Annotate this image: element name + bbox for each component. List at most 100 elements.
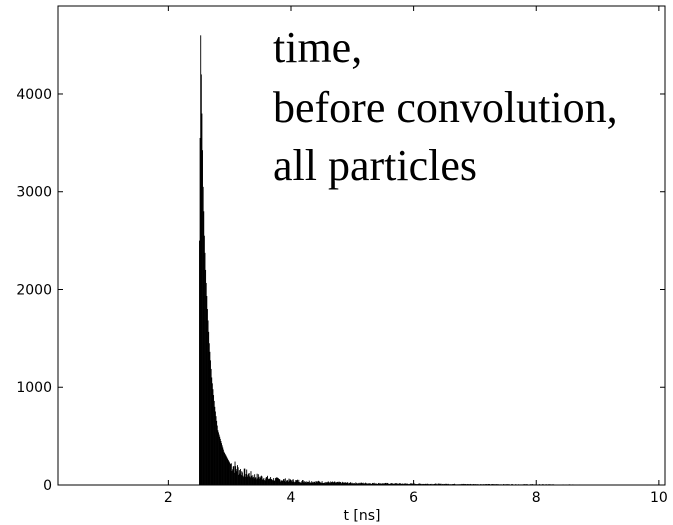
histogram-bar: [406, 483, 408, 485]
histogram-bar: [607, 484, 609, 486]
histogram-bar: [208, 331, 210, 485]
histogram-bar: [266, 477, 268, 485]
histogram-bar: [238, 470, 240, 485]
histogram-bar: [401, 483, 403, 485]
histogram-bar: [348, 483, 349, 485]
histogram-bar: [513, 484, 515, 486]
histogram-bar: [276, 477, 278, 485]
histogram-bar: [400, 483, 402, 485]
histogram-bar: [630, 484, 632, 486]
histogram-bar: [255, 477, 257, 485]
histogram-bar: [382, 483, 384, 485]
histogram-bar: [287, 480, 289, 485]
histogram-bar: [478, 484, 480, 485]
histogram-bar: [565, 484, 567, 486]
histogram-bar: [222, 449, 224, 485]
histogram-bar: [604, 484, 606, 486]
histogram-bar: [311, 482, 313, 485]
histogram-bar: [246, 469, 248, 485]
histogram-bar: [588, 484, 590, 486]
histogram-bar: [459, 484, 461, 485]
histogram-bar: [303, 482, 305, 485]
histogram-bar: [405, 483, 407, 485]
histogram-bar: [412, 483, 414, 485]
histogram-bar: [489, 484, 491, 486]
histogram-bar: [318, 481, 320, 485]
histogram-bar: [384, 482, 386, 485]
plot-frame: [57, 5, 666, 486]
histogram-bar: [279, 481, 281, 485]
histogram-bar: [571, 484, 573, 486]
histogram-bar: [522, 484, 524, 486]
histogram-bar: [257, 478, 259, 485]
histogram-bar: [373, 483, 375, 485]
histogram-bar: [444, 484, 446, 485]
histogram-bar: [533, 484, 535, 486]
histogram-bar: [487, 483, 489, 485]
histogram-bar: [263, 477, 265, 485]
histogram-bar: [544, 484, 546, 486]
histogram-bar: [644, 484, 646, 486]
histogram-bar: [293, 481, 295, 485]
histogram-bar: [453, 484, 455, 485]
histogram-bar: [466, 484, 468, 485]
histogram-bar: [210, 360, 211, 485]
histogram-bar: [419, 483, 421, 485]
histogram-bar: [315, 481, 317, 485]
histogram-bar: [397, 483, 398, 485]
histogram-bar: [231, 471, 233, 485]
histogram-bar: [471, 484, 473, 485]
histogram-bar: [436, 484, 438, 485]
histogram-bar: [338, 482, 340, 485]
histogram-bar: [241, 471, 243, 485]
histogram-bar: [574, 484, 576, 486]
histogram-bar: [379, 483, 381, 485]
histogram-bar: [573, 484, 574, 486]
histogram-bar: [325, 481, 327, 485]
histogram-bar: [234, 461, 236, 485]
histogram-bar: [372, 483, 374, 485]
histogram-bar: [476, 484, 478, 485]
histogram-bar: [633, 484, 635, 486]
histogram-bar: [519, 484, 520, 486]
histogram-bar: [241, 472, 243, 485]
histogram-bar: [501, 484, 503, 486]
histogram-bar: [310, 482, 312, 485]
histogram-bar: [447, 483, 449, 485]
histogram-bar: [479, 484, 481, 486]
histogram-bar: [451, 484, 453, 485]
histogram-bar: [628, 484, 630, 486]
histogram-bar: [376, 483, 378, 485]
histogram-bar: [643, 484, 645, 486]
histogram-bar: [219, 436, 221, 485]
histogram-bar: [349, 483, 351, 485]
histogram-bar: [202, 186, 204, 485]
histogram-bar: [439, 483, 441, 485]
histogram-bar: [306, 481, 308, 485]
histogram-bar: [334, 481, 336, 485]
histogram-bar: [251, 477, 253, 485]
histogram-bar: [592, 484, 594, 486]
histogram-bar: [337, 481, 339, 485]
histogram-bar: [245, 473, 247, 485]
histogram-bar: [454, 484, 456, 485]
histogram-bar: [626, 484, 628, 486]
histogram-bar: [460, 484, 462, 485]
histogram-bar: [341, 483, 343, 485]
histogram-bar: [449, 484, 451, 485]
histogram-bar: [629, 484, 631, 486]
histogram-bar: [457, 484, 459, 485]
histogram-bar: [557, 484, 559, 486]
histogram-bar: [403, 483, 405, 485]
histogram-bar: [360, 483, 362, 485]
histogram-bar: [480, 484, 482, 485]
histogram-bar: [525, 484, 527, 486]
histogram-bar: [237, 467, 239, 485]
histogram-bar: [535, 484, 536, 486]
histogram-bar: [572, 484, 574, 486]
histogram-bar: [303, 481, 305, 485]
histogram-bar: [546, 484, 548, 486]
annotation-line-3: all particles: [273, 141, 477, 190]
histogram-bar: [209, 351, 211, 485]
histogram-bar: [642, 484, 644, 486]
